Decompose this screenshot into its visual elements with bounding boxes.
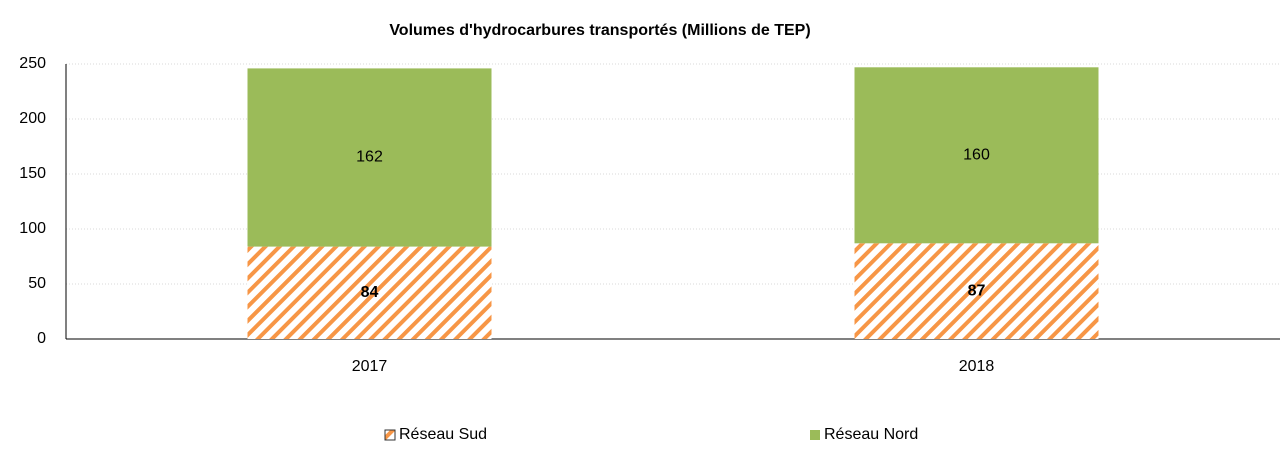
bar-segment xyxy=(247,246,492,339)
data-label: 87 xyxy=(968,282,986,299)
y-tick-label: 150 xyxy=(19,165,46,182)
data-label: 160 xyxy=(963,147,990,164)
y-tick-label: 100 xyxy=(19,220,46,237)
x-tick-label: 2018 xyxy=(959,358,995,375)
legend-label: Réseau Sud xyxy=(399,426,487,443)
data-label: 162 xyxy=(356,149,383,166)
bar-segment xyxy=(247,68,492,247)
legend-label: Réseau Nord xyxy=(824,426,918,443)
chart-title: Volumes d'hydrocarbures transportés (Mil… xyxy=(389,22,810,39)
y-tick-label: 200 xyxy=(19,110,46,127)
y-tick-label: 50 xyxy=(28,275,46,292)
data-label: 84 xyxy=(361,284,379,301)
y-tick-label: 0 xyxy=(37,330,46,347)
x-tick-label: 2017 xyxy=(352,358,388,375)
bar-segment xyxy=(854,67,1099,244)
bar-segment xyxy=(854,243,1099,339)
y-tick-label: 250 xyxy=(19,55,46,72)
legend-swatch xyxy=(810,430,820,440)
legend-swatch xyxy=(384,429,396,441)
